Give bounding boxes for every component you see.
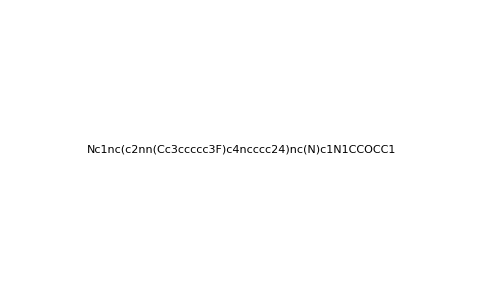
Text: Nc1nc(c2nn(Cc3ccccc3F)c4ncccc24)nc(N)c1N1CCOCC1: Nc1nc(c2nn(Cc3ccccc3F)c4ncccc24)nc(N)c1N…: [87, 145, 397, 155]
